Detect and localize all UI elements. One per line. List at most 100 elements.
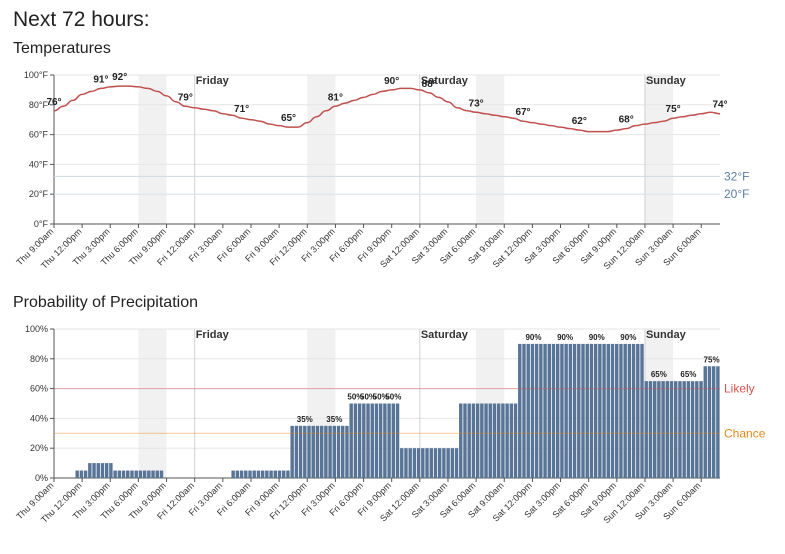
precip-bar bbox=[547, 343, 551, 478]
precip-bar bbox=[260, 470, 265, 478]
precip-value-label: 35% bbox=[297, 415, 313, 424]
temperature-point-label: 91° bbox=[93, 74, 108, 85]
precip-bar bbox=[353, 403, 358, 478]
precip-bar bbox=[400, 448, 404, 478]
precip-bar bbox=[109, 463, 113, 478]
precip-bar bbox=[446, 448, 450, 478]
precip-bar bbox=[564, 343, 568, 478]
precip-bar bbox=[425, 448, 429, 478]
temperature-point-label: 68° bbox=[619, 115, 634, 126]
precip-bar bbox=[391, 403, 396, 478]
precip-bar bbox=[627, 343, 632, 478]
precip-bar bbox=[496, 403, 501, 478]
precip-bar bbox=[142, 470, 147, 478]
precip-bar bbox=[674, 381, 678, 478]
precip-bar bbox=[475, 403, 480, 478]
precip-bar bbox=[703, 366, 707, 478]
precip-bar bbox=[610, 343, 615, 478]
temp-y-tick-label: 40°F bbox=[29, 159, 49, 169]
precip-bar bbox=[492, 403, 497, 478]
temp-y-tick-label: 60°F bbox=[29, 130, 49, 140]
precip-bar bbox=[231, 470, 235, 478]
precip-bar bbox=[437, 448, 442, 478]
precip-bar bbox=[75, 470, 79, 478]
precip-y-tick-label: 60% bbox=[30, 384, 48, 394]
precip-bar bbox=[366, 403, 370, 478]
precip-bar bbox=[454, 448, 459, 478]
precip-value-label: 35% bbox=[326, 415, 342, 424]
temperature-point-label: 65° bbox=[281, 113, 296, 124]
precip-bar bbox=[151, 470, 155, 478]
precip-value-label: 50% bbox=[385, 393, 401, 402]
precipitation-chart-title: Probability of Precipitation bbox=[13, 294, 198, 311]
page-title: Next 72 hours: bbox=[13, 8, 150, 31]
precip-bar bbox=[484, 403, 488, 478]
precip-bar bbox=[328, 425, 332, 478]
temp-day-label: Sunday bbox=[646, 75, 687, 87]
precip-bar bbox=[290, 425, 294, 478]
precip-bar bbox=[362, 403, 366, 478]
precip-bar bbox=[619, 343, 623, 478]
precip-bar bbox=[526, 343, 530, 478]
temperature-point-label: 75° bbox=[666, 104, 681, 115]
temperature-chart-title: Temperatures bbox=[13, 40, 111, 57]
temp-day-label: Friday bbox=[196, 75, 230, 87]
precip-bar bbox=[282, 470, 286, 478]
precip-bar bbox=[256, 470, 261, 478]
precip-bar bbox=[319, 425, 324, 478]
precip-bar bbox=[556, 343, 560, 478]
temp-reference-label: 20°F bbox=[724, 187, 749, 201]
precip-bar bbox=[695, 381, 699, 478]
precip-bar bbox=[345, 425, 349, 478]
temperature-point-label: 74° bbox=[712, 100, 727, 111]
precip-bar bbox=[92, 463, 96, 478]
precip-bar bbox=[370, 403, 374, 478]
precip-bar bbox=[665, 381, 670, 478]
precip-bar bbox=[640, 343, 644, 478]
temp-y-tick-label: 0°F bbox=[34, 219, 49, 229]
precip-value-label: 65% bbox=[651, 370, 667, 379]
precip-bar bbox=[395, 403, 400, 478]
precip-bar bbox=[572, 343, 577, 478]
precip-bar bbox=[467, 403, 471, 478]
precip-bar bbox=[96, 463, 100, 478]
precip-bar bbox=[265, 470, 269, 478]
precip-bar bbox=[690, 381, 695, 478]
precip-y-tick-label: 80% bbox=[30, 354, 48, 364]
precip-bar bbox=[311, 425, 315, 478]
temperature-point-label: 76° bbox=[46, 97, 61, 108]
temperature-point-label: 67° bbox=[515, 107, 530, 118]
precip-bar bbox=[686, 381, 691, 478]
precip-bar bbox=[480, 403, 484, 478]
precip-bar bbox=[716, 366, 720, 478]
precip-bar bbox=[324, 425, 328, 478]
precip-value-label: 90% bbox=[525, 333, 541, 342]
precip-bar bbox=[117, 470, 122, 478]
precip-value-label: 50% bbox=[347, 393, 363, 402]
temp-day-label: Saturday bbox=[421, 75, 469, 87]
precip-y-tick-label: 20% bbox=[30, 443, 48, 453]
precip-value-label: 65% bbox=[680, 370, 696, 379]
precip-bar bbox=[652, 381, 657, 478]
precip-bar bbox=[471, 403, 476, 478]
precip-bar bbox=[138, 470, 143, 478]
precip-night-shade bbox=[138, 329, 167, 478]
precip-bar bbox=[699, 381, 703, 478]
precip-bar bbox=[707, 366, 712, 478]
temp-night-shade bbox=[476, 75, 505, 224]
precip-bar bbox=[602, 343, 606, 478]
precip-bar bbox=[581, 343, 585, 478]
precip-bar bbox=[286, 470, 290, 478]
precip-bar bbox=[539, 343, 543, 478]
precip-bar bbox=[277, 470, 282, 478]
precip-bar bbox=[404, 448, 408, 478]
precip-bar bbox=[244, 470, 248, 478]
precip-bar bbox=[239, 470, 244, 478]
precip-bar bbox=[341, 425, 345, 478]
temperature-point-label: 81° bbox=[328, 92, 343, 103]
precip-bar bbox=[644, 381, 648, 478]
precip-bar bbox=[615, 343, 619, 478]
precip-value-label: 50% bbox=[373, 393, 389, 402]
precip-bar bbox=[488, 403, 492, 478]
precip-reference-label: Chance bbox=[724, 426, 766, 440]
